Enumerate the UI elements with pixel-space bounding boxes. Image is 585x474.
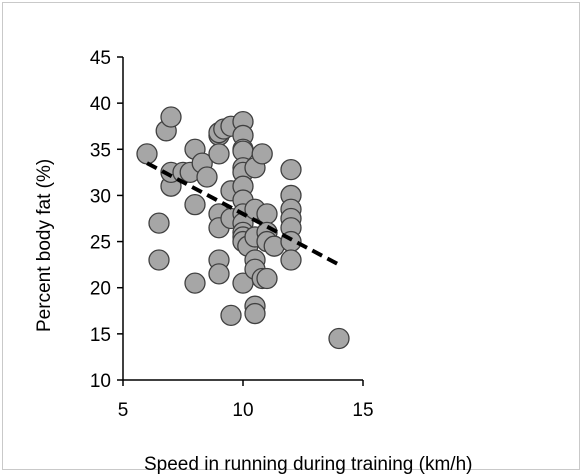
data-point: [220, 304, 242, 327]
y-tick-label: 45: [90, 48, 111, 69]
data-point: [208, 263, 230, 285]
data-point: [148, 212, 170, 234]
y-tick-label: 35: [90, 140, 111, 161]
y-tick-label: 30: [90, 186, 111, 207]
data-point: [244, 302, 266, 325]
data-point: [328, 327, 350, 350]
x-axis-title: Speed in running during training (km/h): [144, 454, 472, 474]
y-tick-label: 40: [90, 94, 111, 115]
data-points: [136, 106, 350, 350]
data-point: [184, 272, 206, 294]
trend-line: [146, 161, 340, 267]
y-axis-title: Percent body fat (%): [34, 159, 55, 332]
x-tick-label: 15: [352, 400, 373, 421]
y-tick-label: 25: [90, 233, 111, 254]
data-point: [148, 249, 170, 271]
data-point: [280, 158, 302, 181]
x-ticks: 5 10 15: [118, 380, 374, 421]
y-tick-label: 20: [90, 279, 111, 300]
y-tick-label: 10: [90, 371, 111, 392]
data-point: [256, 267, 278, 290]
data-point: [136, 143, 158, 165]
data-point: [160, 106, 182, 128]
data-point: [280, 249, 302, 271]
data-point: [208, 143, 230, 165]
y-ticks: 45 40 35 30 25 20 15 10: [90, 48, 123, 392]
x-tick-label: 10: [232, 400, 253, 421]
y-tick-label: 15: [90, 325, 111, 346]
data-point: [184, 194, 206, 216]
x-tick-label: 5: [118, 400, 129, 421]
data-point: [196, 166, 218, 188]
data-point: [251, 143, 273, 165]
